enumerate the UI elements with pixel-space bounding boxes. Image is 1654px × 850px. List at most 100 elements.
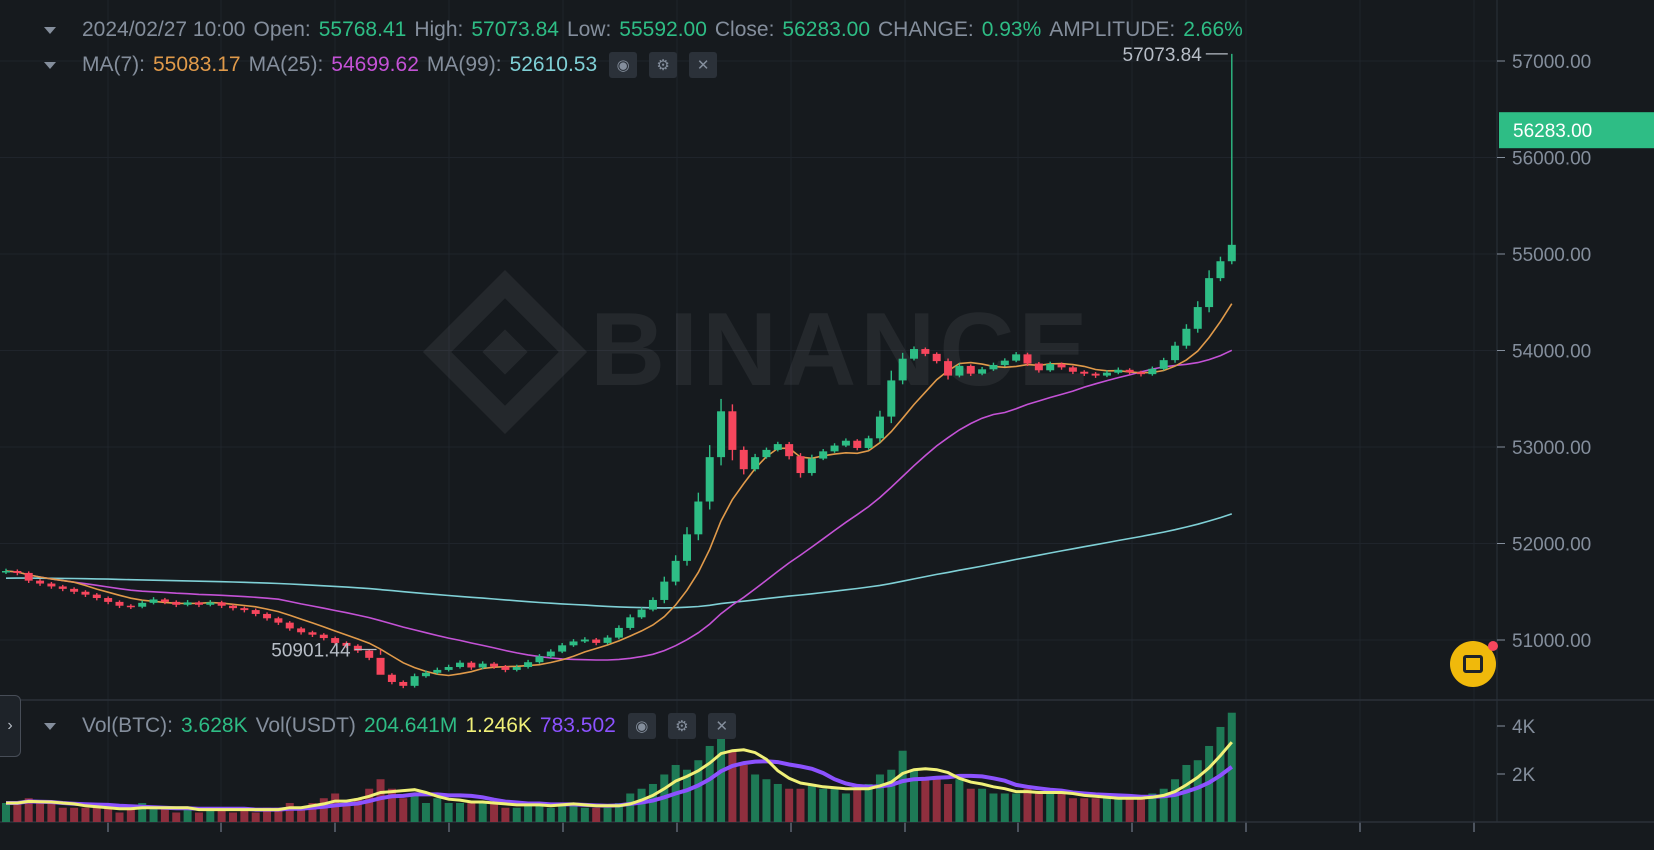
volume-bar [989,793,998,822]
expand-panel-button[interactable]: › [0,695,21,757]
candle-body [217,602,226,606]
candle-body [1125,369,1134,373]
volume-bar [592,807,601,822]
collapse-chevron-icon[interactable] [44,61,56,69]
eye-icon[interactable]: ◉ [609,52,638,78]
close-icon[interactable]: ✕ [689,52,718,78]
candle-body [1034,363,1043,371]
volume-bar [921,779,930,822]
candle-body [194,602,203,605]
candle-body [944,361,953,376]
gear-icon[interactable]: ⚙ [649,52,678,78]
open-label: Open: [253,18,311,41]
order-book-fab-button[interactable] [1450,641,1498,687]
volume-ma-short-line [6,741,1233,812]
volume-bar [1034,793,1043,822]
volume-bar [490,802,499,822]
price-tick-label-0: 51000.00 [1512,631,1591,652]
candle-body [138,602,147,607]
candle-body [24,572,33,581]
price-tick-label-5: 56000.00 [1512,149,1591,170]
candle-body [921,349,930,354]
volume-bar [138,802,147,822]
candle-body [115,601,124,606]
candle-body [47,583,56,587]
candle-body [501,666,510,670]
candle-body [70,588,79,592]
candle-body [875,416,884,439]
volume-bar [13,802,22,822]
candle-body [319,634,328,639]
volume-bar [342,802,351,822]
vol-ma-short-value: 1.246K [465,714,532,737]
volume-bar [1023,788,1032,822]
vol-btc-value: 3.628K [181,714,248,737]
volume-bar [467,802,476,822]
last-price-label: 56283.00 [1513,121,1592,142]
candle-body [637,609,646,618]
volume-bar [614,802,623,822]
candle-body [717,411,726,458]
candle-body [705,457,714,502]
amplitude-label: AMPLITUDE: [1049,18,1176,41]
candle-body [910,349,918,359]
candle-body [614,627,623,638]
volume-bar [524,802,533,822]
close-label: Close: [714,18,775,41]
candle-body [297,628,306,633]
eye-icon[interactable]: ◉ [627,713,656,739]
legend-datetime: 2024/02/27 10:00 [82,18,246,41]
candle-body [955,365,964,376]
candle-body [1114,369,1123,373]
candle-body [13,571,22,573]
open-value: 55768.41 [318,18,407,41]
collapse-chevron-icon[interactable] [44,26,56,34]
candle-body [1137,372,1145,375]
volume-bar [194,812,203,822]
vol-usdt-value: 204.641M [363,714,458,737]
candle-body [160,599,169,602]
volume-bar [751,774,760,822]
collapse-chevron-icon[interactable] [44,722,56,730]
candle-body [853,440,862,448]
volume-legend: Vol(BTC): 3.628K Vol(USDT) 204.641M 1.24… [40,713,736,739]
volume-bar [648,783,657,822]
candle-body [1227,244,1236,262]
ma25-value: 54699.62 [331,53,419,76]
candle-body [1068,367,1077,372]
volume-bar [875,774,884,822]
high-marker-label: 57073.84 [1123,45,1203,66]
volume-bar [115,812,124,822]
volume-bar [2,802,10,822]
volume-bar [955,779,964,822]
volume-bar [433,798,442,822]
volume-bar [1012,793,1021,822]
candle-body [898,358,907,381]
candle-body [785,444,794,457]
volume-bar [126,807,135,822]
candle-body [626,617,635,628]
volume-bar [240,807,249,822]
close-icon[interactable]: ✕ [707,713,736,739]
gear-icon[interactable]: ⚙ [667,713,696,739]
volume-bar [297,807,306,822]
volume-bar [387,788,396,822]
candle-body [773,444,782,450]
volume-tick-label-1: 4K [1512,717,1536,738]
candle-body [331,638,340,643]
volume-bar [739,764,748,822]
candle-body [104,598,113,602]
high-label: High: [414,18,464,41]
volume-bar [1091,798,1100,822]
volume-bar [910,769,918,822]
candle-body [648,599,657,610]
binance-watermark: BINANCE [422,269,1088,435]
price-axis: 51000.00 52000.00 53000.00 54000.00 55000.00… [1497,52,1654,786]
candle-body [149,599,158,603]
candle-body [1148,368,1157,375]
price-tick-label-4: 55000.00 [1512,245,1591,266]
volume-bar [1046,793,1055,822]
volume-bar [1125,798,1134,822]
candle-body [376,657,385,675]
